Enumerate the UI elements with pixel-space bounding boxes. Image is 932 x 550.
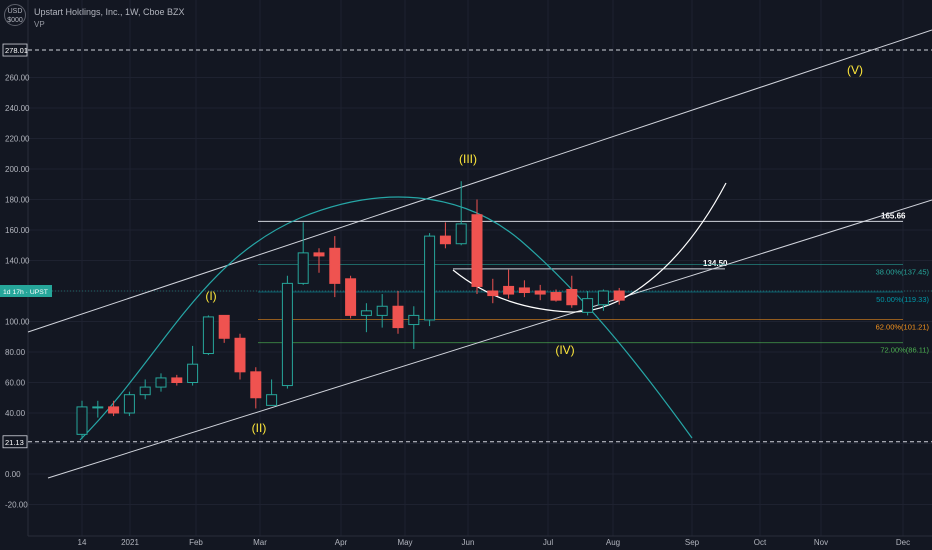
candle-body [171,377,183,383]
price-label-text: 21.13 [5,438,24,447]
time-axis: 14 2021 Feb Mar Apr May Jun Jul Aug Sep Oct Nov Dec [28,535,932,547]
y-tick-label: 200.00 [5,165,30,174]
candles [76,181,625,439]
chart-header: USD $000 Upstart Holdings, Inc., 1W, Cbo… [4,4,404,30]
candle-body [566,288,578,306]
currency-line-2: $000 [7,17,23,24]
candle-body [487,290,499,297]
candle-body [424,235,436,321]
y-tick-label: 140.00 [5,257,30,266]
x-tick-label: Nov [814,538,828,547]
candle-body [597,290,609,306]
y-tick-label: 60.00 [5,379,26,388]
wave-label: (III) [459,152,477,166]
candle-body [187,363,199,384]
y-tick-label: 0.00 [5,470,21,479]
x-tick-label: Sep [685,538,700,547]
y-tick-label: 260.00 [5,74,30,83]
usd-coin-icon: USD $000 [4,4,26,26]
candle-body [455,223,467,245]
fib-retracement: 38.00%(137.45) 50.00%(119.33) 62.00%(101.2… [258,263,930,355]
fib-label: 72.00%(86.11) [880,346,929,355]
candle-body [202,316,214,355]
candle-body [408,314,420,326]
candle-body [76,406,88,435]
fib-label: 50.00%(119.33) [876,295,929,304]
cup-arc [79,196,693,441]
candle-body [582,298,594,313]
candle-body [108,406,120,414]
y-tick-label: 220.00 [5,135,30,144]
candle-body [234,337,246,373]
current-price-text: 1d 17h · UPST [3,289,48,296]
candle-body [345,278,357,316]
candle-body [313,252,325,257]
candle-body [376,305,388,316]
y-tick-label: 80.00 [5,348,26,357]
wave-label: (II) [252,421,267,435]
candle-body [471,214,483,287]
wave-label: (I) [205,289,216,303]
level-label: 165.66 [881,211,906,220]
current-price-tag [0,285,52,297]
candle-body [250,371,262,399]
y-tick-label: -20.00 [5,501,28,510]
currency-line-1: USD [7,8,23,15]
candle-body [218,314,230,339]
y-tick-label: 240.00 [5,104,30,113]
wave-label: (V) [847,63,863,77]
candle-body [329,247,341,284]
y-tick-label: 40.00 [5,409,26,418]
fib-label: 62.00%(101.21) [876,323,930,332]
fib-label: 38.00%(137.45) [876,267,930,276]
y-tick-label: 160.00 [5,226,30,235]
candle-body [613,290,625,301]
x-tick-label: Mar [253,538,267,547]
x-tick-label: Aug [606,538,620,547]
x-tick-label: Jun [462,538,475,547]
price-label-text: 278.01 [5,46,28,55]
candle-body [518,287,530,294]
lower-channel-line [47,199,932,479]
candle-body [155,377,167,388]
candle-body [297,252,309,284]
x-tick-label: 2021 [121,538,139,547]
symbol-title[interactable]: Upstart Holdings, Inc., 1W, Cboe BZX [34,7,185,17]
upper-channel-line [27,29,932,333]
candle-body [139,386,151,396]
candle-body [439,235,451,245]
x-tick-label: Feb [189,538,203,547]
candle-body [360,310,372,316]
wave-label: (IV) [555,343,574,357]
x-tick-label: Jul [543,538,553,547]
indicator-volume-profile[interactable]: VP [34,20,45,29]
price-axis: -20.000.0020.0040.0060.0080.00100.00120.… [0,0,932,536]
x-tick-label: 14 [78,538,87,547]
candle-body [534,290,546,295]
x-tick-label: Dec [896,538,910,547]
y-tick-label: 180.00 [5,196,30,205]
level-label: 134.50 [703,259,728,268]
candle-body [266,394,278,406]
candle-body [550,292,562,301]
horizontal-levels: 165.66 134.50 [258,211,906,270]
price-label-box [2,435,28,449]
candle-body [392,305,404,329]
candle-body [123,394,135,414]
price-label-box [2,43,28,57]
y-tick-label: 100.00 [5,318,30,327]
wave-labels: (I) (II) (III) (IV) (V) [205,63,863,435]
x-tick-label: Apr [335,538,348,547]
candle-body [281,282,293,387]
x-tick-label: May [397,538,412,547]
candle-body [92,406,104,409]
candle-body [503,285,515,295]
x-tick-label: Oct [754,538,767,547]
